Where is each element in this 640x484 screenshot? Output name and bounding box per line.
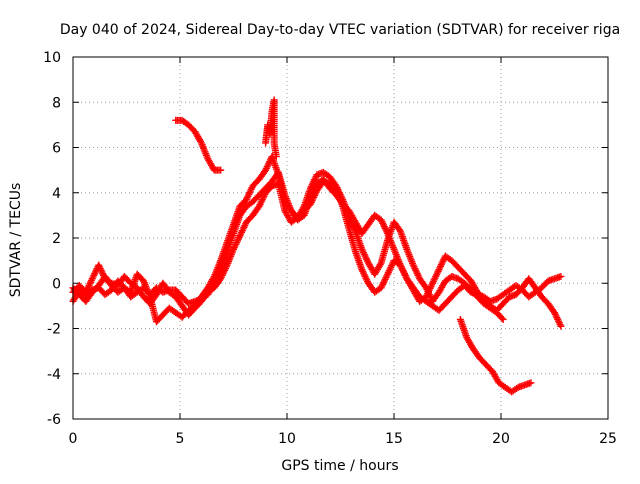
y-tick-label: 6 [52, 141, 61, 157]
y-tick-label: -4 [47, 367, 61, 383]
data-point [209, 274, 217, 282]
y-tick-label: 8 [52, 95, 61, 111]
x-tick-label: 25 [599, 431, 617, 447]
x-tick-label: 0 [69, 431, 78, 447]
x-tick-label: 20 [492, 431, 510, 447]
data-point [217, 166, 225, 174]
data-point [498, 314, 506, 322]
x-tick-label: 5 [176, 431, 185, 447]
y-tick-label: 2 [52, 231, 61, 247]
y-tick-label: 10 [43, 50, 61, 66]
axis-tick-labels: 0 5 10 15 20 25 -6 -4 -2 0 2 4 6 8 10 [43, 50, 617, 447]
chart-title: Day 040 of 2024, Sidereal Day-to-day VTE… [60, 22, 620, 38]
data-series [262, 96, 280, 161]
data-point [557, 272, 565, 280]
y-axis-label: SDTVAR / TECUs [8, 183, 24, 298]
data-point [557, 322, 565, 330]
x-axis-label: GPS time / hours [281, 458, 398, 474]
data-series [172, 116, 225, 174]
x-tick-label: 10 [278, 431, 296, 447]
y-tick-label: -2 [47, 322, 61, 338]
y-tick-label: -6 [47, 412, 61, 428]
data-series [456, 315, 535, 396]
plot-frame [72, 56, 609, 420]
data-point [272, 153, 280, 161]
data-points [69, 96, 565, 396]
data-series [69, 177, 565, 319]
data-point [527, 379, 535, 387]
y-tick-label: 4 [52, 186, 61, 202]
y-tick-label: 0 [52, 276, 61, 292]
data-point [499, 315, 507, 323]
data-point [376, 261, 384, 269]
data-point [196, 137, 204, 145]
x-tick-label: 15 [385, 431, 403, 447]
